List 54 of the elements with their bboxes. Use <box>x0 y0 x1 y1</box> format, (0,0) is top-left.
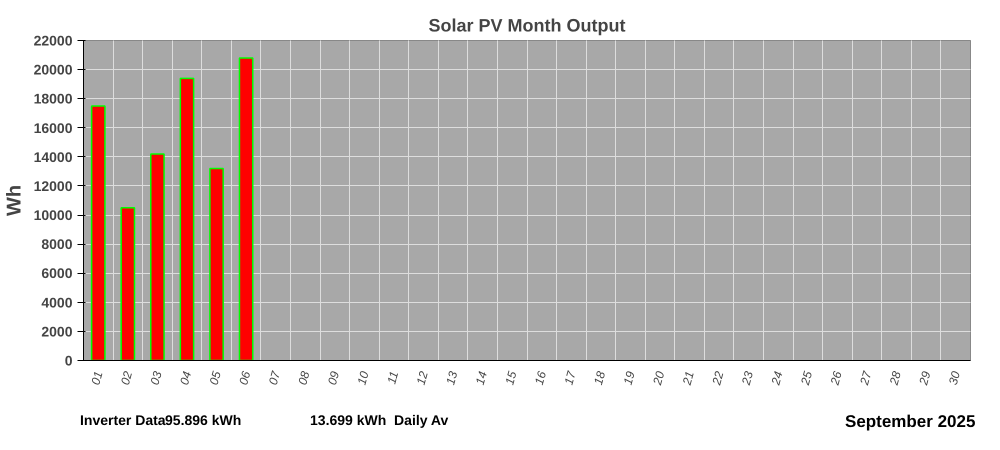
x-tick-label: 20 <box>650 369 668 388</box>
y-tick-label: 10000 <box>34 207 73 224</box>
x-tick-label: 26 <box>827 369 845 388</box>
y-tick-label: 16000 <box>34 120 73 136</box>
x-tick-label: 06 <box>236 369 254 386</box>
x-tick-label: 30 <box>946 369 964 386</box>
x-tick-label: 22 <box>709 369 726 388</box>
y-tick-label: 8000 <box>41 236 73 252</box>
text: Inverter Data <box>80 411 166 430</box>
x-tick-label: 17 <box>562 368 579 386</box>
text: 13.699 kWh Daily Av <box>310 411 448 430</box>
text: September 2025 <box>845 411 976 433</box>
y-axis-title: Wh <box>4 184 26 216</box>
x-tick-label: 08 <box>295 369 313 386</box>
bar <box>90 105 106 360</box>
chart-title: Solar PV Month Output <box>428 16 626 36</box>
x-tick-label: 21 <box>680 370 697 388</box>
x-tick-label: 24 <box>768 369 786 388</box>
bar <box>209 168 224 360</box>
y-tick-label: 18000 <box>34 90 73 107</box>
x-tick-label: 23 <box>738 369 756 388</box>
x-tick-label: 16 <box>532 369 550 386</box>
x-tick-label: 12 <box>414 369 431 386</box>
x-tick-label: 14 <box>472 369 490 386</box>
y-tick-label: 4000 <box>41 294 73 310</box>
y-tick-label: 20000 <box>34 62 73 78</box>
bar <box>150 153 165 360</box>
y-tick-label: 6000 <box>41 265 73 282</box>
x-tick-label: 09 <box>324 369 342 386</box>
x-tick-label: 02 <box>118 369 136 386</box>
bar <box>180 78 194 360</box>
x-tick-label: 13 <box>443 369 460 386</box>
text: 95.896 kWh <box>165 411 242 430</box>
x-tick-label: 07 <box>266 368 284 386</box>
y-tick-label: 12000 <box>34 178 73 194</box>
x-tick-label: 03 <box>148 369 165 386</box>
y-tick-label: 2000 <box>41 323 73 340</box>
y-tick-label: 14000 <box>34 148 73 165</box>
x-tick-label: 11 <box>384 370 402 386</box>
bar <box>238 57 254 360</box>
x-tick-label: 15 <box>502 369 520 386</box>
x-tick-label: 28 <box>886 369 904 388</box>
x-tick-label: 05 <box>206 369 224 386</box>
x-tick-label: 01 <box>88 370 106 386</box>
x-tick-label: 18 <box>591 369 608 386</box>
x-tick-label: 25 <box>798 369 816 388</box>
y-tick-label: 22000 <box>34 32 73 48</box>
x-tick-label: 19 <box>620 369 638 386</box>
x-tick-label: 04 <box>177 369 194 386</box>
bar <box>120 207 136 360</box>
x-tick-label: 10 <box>354 369 372 386</box>
x-tick-label: 27 <box>856 368 875 388</box>
y-tick-label: 0 <box>64 352 73 368</box>
x-tick-label: 29 <box>916 369 934 388</box>
